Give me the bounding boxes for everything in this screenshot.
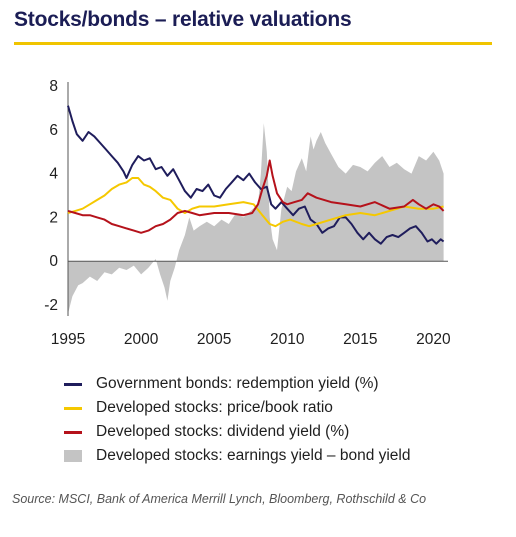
legend-item-bond-yield: Government bonds: redemption yield (%) (64, 372, 411, 396)
legend-swatch-bond-yield (64, 382, 82, 386)
legend-label-earnings-gap: Developed stocks: earnings yield – bond … (96, 447, 411, 464)
legend-item-earnings-gap: Developed stocks: earnings yield – bond … (64, 444, 411, 468)
series-line-bond-yield (67, 105, 445, 245)
chart-canvas: -2 0 2 4 6 8 1995 2000 2005 2010 2015 2020 (44, 78, 451, 348)
legend-label-dividend-yield: Developed stocks: dividend yield (%) (96, 423, 350, 440)
legend-item-price-book: Developed stocks: price/book ratio (64, 396, 411, 420)
y-tick-label: 0 (49, 253, 58, 270)
chart-title: Stocks/bonds – relative valuations (14, 8, 352, 31)
title-underline (14, 42, 492, 45)
legend-swatch-dividend-yield (64, 430, 82, 434)
y-tick-label: 4 (49, 166, 58, 183)
y-tick-label: -2 (44, 297, 58, 314)
series-line-dividend-yield (67, 159, 445, 234)
y-tick-label: 6 (49, 122, 58, 139)
legend-swatch-price-book (64, 406, 82, 410)
chart-legend: Government bonds: redemption yield (%) D… (64, 372, 411, 468)
legend-label-price-book: Developed stocks: price/book ratio (96, 399, 333, 416)
y-tick-label: 8 (49, 78, 58, 95)
legend-item-dividend-yield: Developed stocks: dividend yield (%) (64, 420, 411, 444)
x-tick-label: 2020 (416, 331, 451, 348)
x-tick-label: 2015 (343, 331, 377, 348)
legend-label-bond-yield: Government bonds: redemption yield (%) (96, 375, 379, 392)
series-area-earnings-gap (68, 123, 444, 314)
y-tick-label: 2 (49, 209, 58, 226)
series-line-price-book (67, 177, 444, 228)
x-tick-label: 2010 (270, 331, 305, 348)
x-tick-label: 2000 (124, 331, 159, 348)
legend-swatch-earnings-gap (64, 450, 82, 462)
x-tick-label: 1995 (51, 331, 85, 348)
x-tick-label: 2005 (197, 331, 231, 348)
source-note: Source: MSCI, Bank of America Merrill Ly… (12, 492, 427, 506)
